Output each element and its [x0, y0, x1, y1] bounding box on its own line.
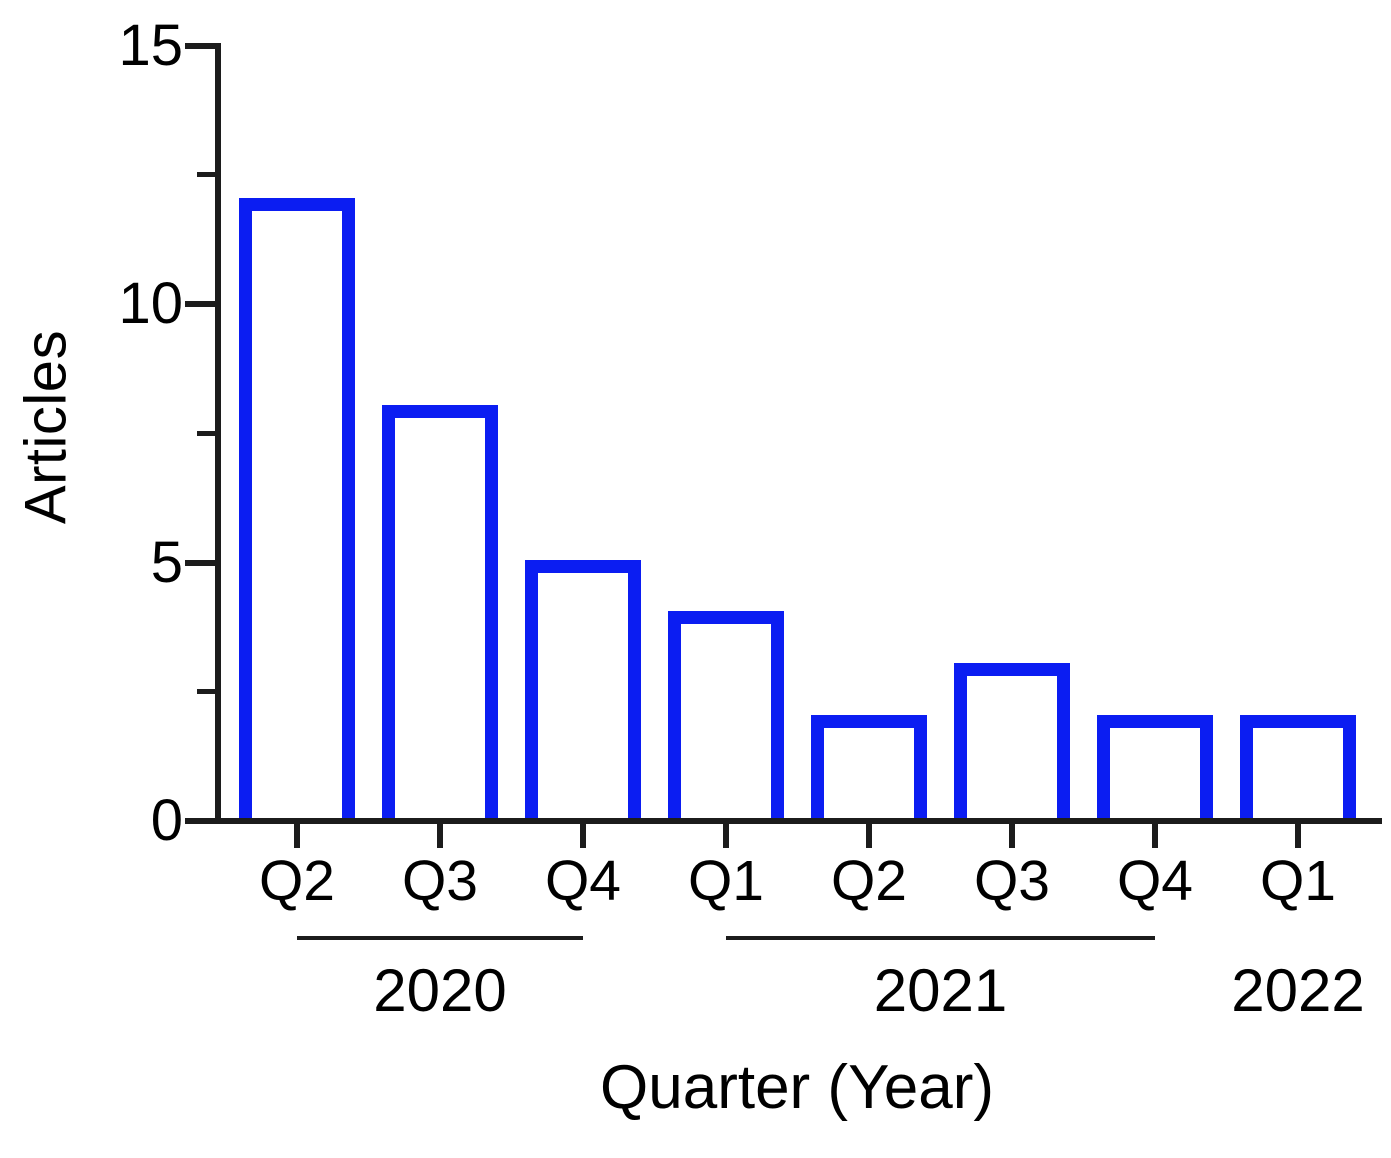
bar-q2-4	[811, 715, 927, 818]
y-minor-tick-2.5	[197, 689, 215, 694]
y-major-tick-15	[185, 43, 215, 49]
bar-q3-5	[954, 663, 1070, 818]
x-tick-1	[437, 824, 443, 848]
bar-q4-6	[1097, 715, 1213, 818]
x-tick-label-7: Q1	[1259, 849, 1337, 913]
x-tick-5	[1009, 824, 1015, 848]
x-tick-label-6: Q4	[1116, 849, 1194, 913]
x-tick-0	[294, 824, 300, 848]
x-tick-label-5: Q3	[973, 849, 1051, 913]
x-axis-line	[185, 818, 1382, 824]
y-minor-tick-12.5	[197, 172, 215, 177]
x-tick-3	[723, 824, 729, 848]
y-tick-label-10: 10	[118, 271, 183, 336]
y-tick-label-15: 15	[118, 13, 183, 78]
year-label-2020: 2020	[373, 957, 507, 1024]
x-tick-4	[866, 824, 872, 848]
y-axis-title: Articles	[13, 329, 79, 525]
x-axis-title: Quarter (Year)	[600, 1053, 994, 1122]
y-major-tick-10	[185, 301, 215, 307]
x-tick-label-4: Q2	[830, 849, 908, 913]
year-label-2022: 2022	[1231, 957, 1365, 1024]
x-tick-label-3: Q1	[687, 849, 765, 913]
bar-q1-3	[668, 611, 784, 818]
y-axis-line	[215, 43, 221, 824]
y-minor-tick-7.5	[197, 431, 215, 436]
x-tick-6	[1152, 824, 1158, 848]
y-major-tick-5	[185, 560, 215, 566]
year-underline-2021	[726, 936, 1155, 940]
y-major-tick-0	[185, 818, 215, 824]
bar-q3-1	[382, 405, 498, 818]
x-tick-label-1: Q3	[401, 849, 479, 913]
x-tick-label-0: Q2	[258, 849, 336, 913]
y-tick-label-0: 0	[150, 788, 183, 853]
x-tick-7	[1295, 824, 1301, 848]
year-label-2021: 2021	[873, 957, 1008, 1024]
bar-q2-0	[239, 198, 355, 818]
x-tick-2	[580, 824, 586, 848]
bar-q1-7	[1240, 715, 1356, 818]
year-underline-2020	[297, 936, 583, 940]
bar-q4-2	[525, 560, 641, 818]
y-tick-label-5: 5	[150, 530, 183, 595]
x-tick-label-2: Q4	[544, 849, 622, 913]
